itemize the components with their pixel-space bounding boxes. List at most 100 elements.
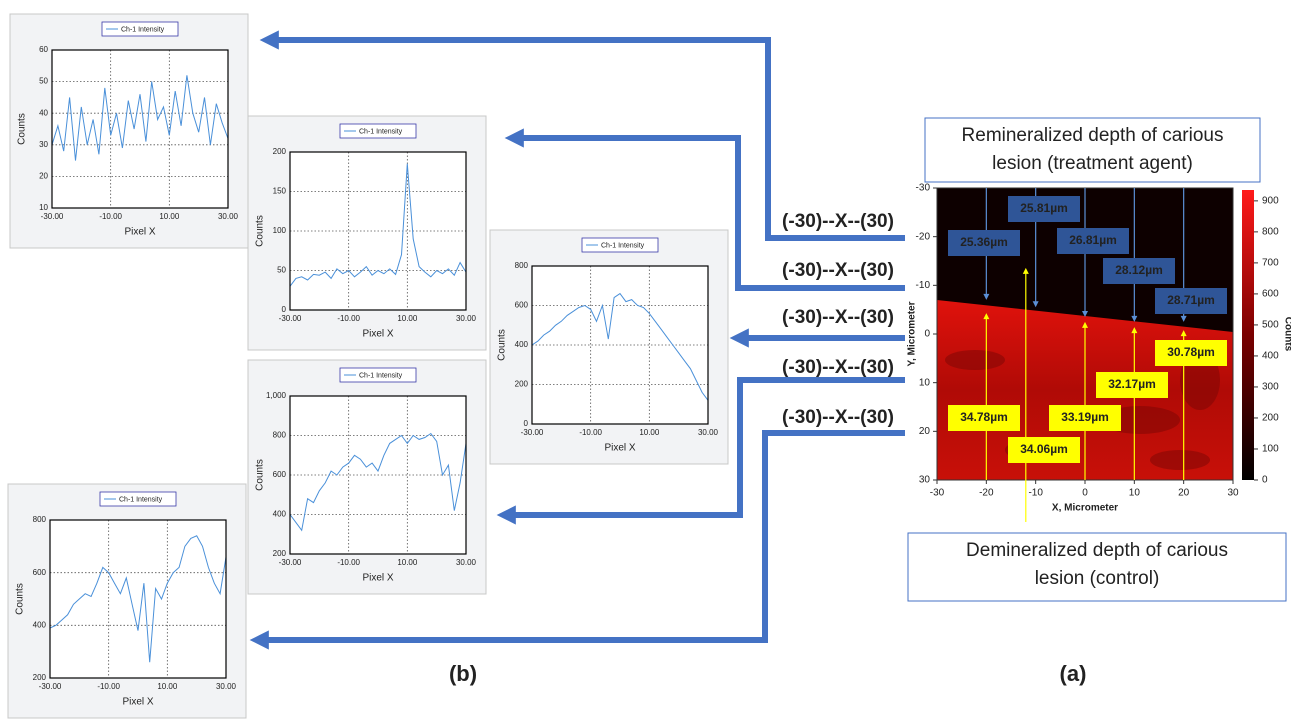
annotation-label: 30.78µm (1167, 345, 1215, 359)
annotation-box (1008, 196, 1080, 222)
y-tick-label: 150 (273, 187, 287, 196)
plot-frame (49, 519, 227, 679)
y-axis-title: Counts (15, 583, 26, 615)
scan-label: (-30)--X--(30) (782, 260, 894, 281)
colorbar-tick-label: 200 (1262, 413, 1279, 424)
legend-label: Ch-1 Intensity (119, 496, 163, 503)
annotation-box (1155, 288, 1227, 314)
x-axis-title: Pixel X (362, 329, 393, 340)
x-axis-title: Pixel X (604, 443, 635, 454)
y-tick-label: 1,000 (266, 391, 287, 400)
data-line (49, 535, 227, 663)
x-tick-label: -30 (930, 488, 945, 499)
scan-arrows (249, 30, 905, 650)
callout-box (907, 532, 1287, 602)
y-tick-label: 100 (273, 226, 287, 235)
scan-label: (-30)--X--(30) (782, 357, 894, 378)
x-tick-label: -10.00 (579, 428, 602, 437)
callout-text: Remineralized depth of carious (962, 125, 1224, 146)
callout-text: lesion (treatment agent) (992, 153, 1193, 174)
arrow (496, 377, 905, 525)
x-tick-label: 10.00 (397, 314, 418, 323)
x-tick-label: 0 (1082, 488, 1088, 499)
x-tick-label: 30.00 (698, 428, 719, 437)
annotation-label: 34.78µm (960, 410, 1008, 424)
x-axis-title: Pixel X (124, 227, 155, 238)
annotation-box (948, 230, 1020, 256)
x-tick-label: -10.00 (337, 314, 360, 323)
arrow-head (1131, 327, 1138, 334)
arrow (504, 128, 905, 291)
y-tick-label: 600 (273, 470, 287, 479)
colorbar-tick-label: 0 (1262, 475, 1268, 486)
data-line (289, 432, 467, 532)
y-tick-label: 600 (33, 568, 47, 577)
legend-label: Ch-1 Intensity (121, 26, 165, 33)
callout-text: lesion (control) (1035, 568, 1160, 589)
y-tick-label: 50 (39, 77, 48, 86)
legend-label: Ch-1 Intensity (359, 372, 403, 379)
annotation-label: 28.71µm (1167, 293, 1215, 307)
y-tick-label: 0 (924, 329, 930, 340)
y-tick-label: 0 (524, 419, 529, 428)
plot-frame (289, 395, 467, 555)
colorbar-tick-label: 800 (1262, 227, 1279, 238)
y-tick-label: 20 (919, 426, 931, 437)
plot-frame (289, 151, 467, 311)
scan-label: (-30)--X--(30) (782, 407, 894, 428)
colorbar-tick-label: 700 (1262, 258, 1279, 269)
legend-box (339, 123, 417, 139)
plot-frame (531, 265, 709, 425)
x-tick-label: -30.00 (521, 428, 544, 437)
x-tick-label: -10.00 (97, 682, 120, 691)
annotation-box (948, 405, 1020, 431)
y-tick-label: 0 (282, 305, 287, 314)
y-tick-label: -10 (916, 280, 931, 291)
y-tick-label: 20 (39, 172, 48, 181)
legend-box (99, 491, 177, 507)
y-axis-title: Y, Micrometer (907, 301, 918, 366)
y-tick-label: 30 (919, 475, 931, 486)
data-line (289, 163, 467, 287)
panel-label: (b) (449, 661, 477, 686)
annotation-label: 34.06µm (1020, 442, 1068, 456)
x-axis-title: X, Micrometer (1052, 503, 1118, 514)
y-axis-title: Counts (497, 329, 508, 361)
y-tick-label: 400 (33, 620, 47, 629)
colorbar-tick-label: 600 (1262, 289, 1279, 300)
y-tick-label: 200 (273, 549, 287, 558)
x-tick-label: -30.00 (41, 212, 64, 221)
callout-text: Demineralized depth of carious (966, 540, 1228, 561)
legend-box (581, 237, 659, 253)
arrow-head (983, 293, 990, 300)
colorbar-tick-label: 900 (1262, 195, 1279, 206)
x-tick-label: -30.00 (279, 314, 302, 323)
annotation-label: 26.81µm (1069, 233, 1117, 247)
scan-label: (-30)--X--(30) (782, 211, 894, 232)
x-tick-label: 10.00 (639, 428, 660, 437)
y-tick-label: 200 (33, 673, 47, 682)
x-tick-label: -10.00 (99, 212, 122, 221)
y-tick-label: 200 (273, 147, 287, 156)
annotation-label: 25.81µm (1020, 201, 1068, 215)
arrow-head (1180, 315, 1187, 322)
x-tick-label: 30.00 (218, 212, 239, 221)
y-tick-label: -20 (916, 231, 931, 242)
x-axis-title: Pixel X (362, 573, 393, 584)
y-tick-label: 60 (39, 45, 48, 54)
colorbar (1242, 190, 1254, 480)
colorbar-tick-label: 100 (1262, 444, 1279, 455)
panel-label: (a) (1060, 661, 1087, 686)
y-tick-label: 30 (39, 140, 48, 149)
x-tick-label: 10.00 (157, 682, 178, 691)
x-axis-title: Pixel X (122, 697, 153, 708)
y-tick-label: -30 (916, 183, 931, 194)
annotation-box (1155, 340, 1227, 366)
y-tick-label: 10 (919, 377, 931, 388)
y-tick-label: 400 (273, 510, 287, 519)
arrow-head (1082, 321, 1088, 328)
plot-area (50, 520, 226, 678)
x-tick-label: -30.00 (39, 682, 62, 691)
callout-box (924, 117, 1261, 183)
